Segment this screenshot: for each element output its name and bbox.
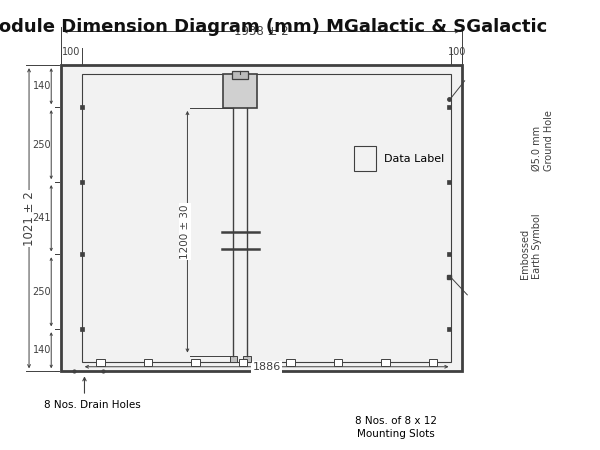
- Bar: [239, 359, 247, 366]
- Text: 250: 250: [32, 140, 51, 150]
- Text: Ground Hole: Ground Hole: [544, 110, 554, 171]
- Bar: [232, 71, 248, 79]
- Text: 1886: 1886: [253, 362, 281, 372]
- Text: Module Dimension Diagram (mm) MGalactic & SGalactic: Module Dimension Diagram (mm) MGalactic …: [0, 18, 547, 36]
- Text: 100: 100: [62, 47, 80, 57]
- Text: 140: 140: [32, 345, 51, 355]
- Text: 1021 ± 2: 1021 ± 2: [23, 191, 35, 246]
- Text: Data Label: Data Label: [384, 153, 444, 164]
- Bar: [429, 359, 437, 366]
- Bar: [61, 65, 462, 371]
- Bar: [286, 359, 295, 366]
- Text: 8 Nos. of 8 x 12
Mounting Slots: 8 Nos. of 8 x 12 Mounting Slots: [355, 416, 437, 440]
- Bar: [96, 359, 104, 366]
- Text: 100: 100: [448, 47, 466, 57]
- Bar: [223, 74, 257, 108]
- Bar: [354, 146, 376, 171]
- Bar: [244, 356, 251, 362]
- Bar: [230, 356, 237, 362]
- Text: 1938 ± 2: 1938 ± 2: [234, 25, 289, 38]
- Bar: [381, 359, 389, 366]
- Text: Earth Symbol: Earth Symbol: [532, 213, 542, 279]
- Bar: [191, 359, 200, 366]
- Text: 250: 250: [32, 287, 51, 297]
- Text: 8 Nos. Drain Holes: 8 Nos. Drain Holes: [44, 400, 141, 410]
- Bar: [334, 359, 342, 366]
- Bar: [82, 74, 451, 362]
- Bar: [143, 359, 152, 366]
- Text: Embossed: Embossed: [520, 229, 530, 279]
- Text: 140: 140: [32, 81, 51, 91]
- Text: 241: 241: [32, 213, 51, 223]
- Text: Ø5.0 mm: Ø5.0 mm: [532, 126, 542, 171]
- Text: 1200 ± 30: 1200 ± 30: [180, 204, 190, 259]
